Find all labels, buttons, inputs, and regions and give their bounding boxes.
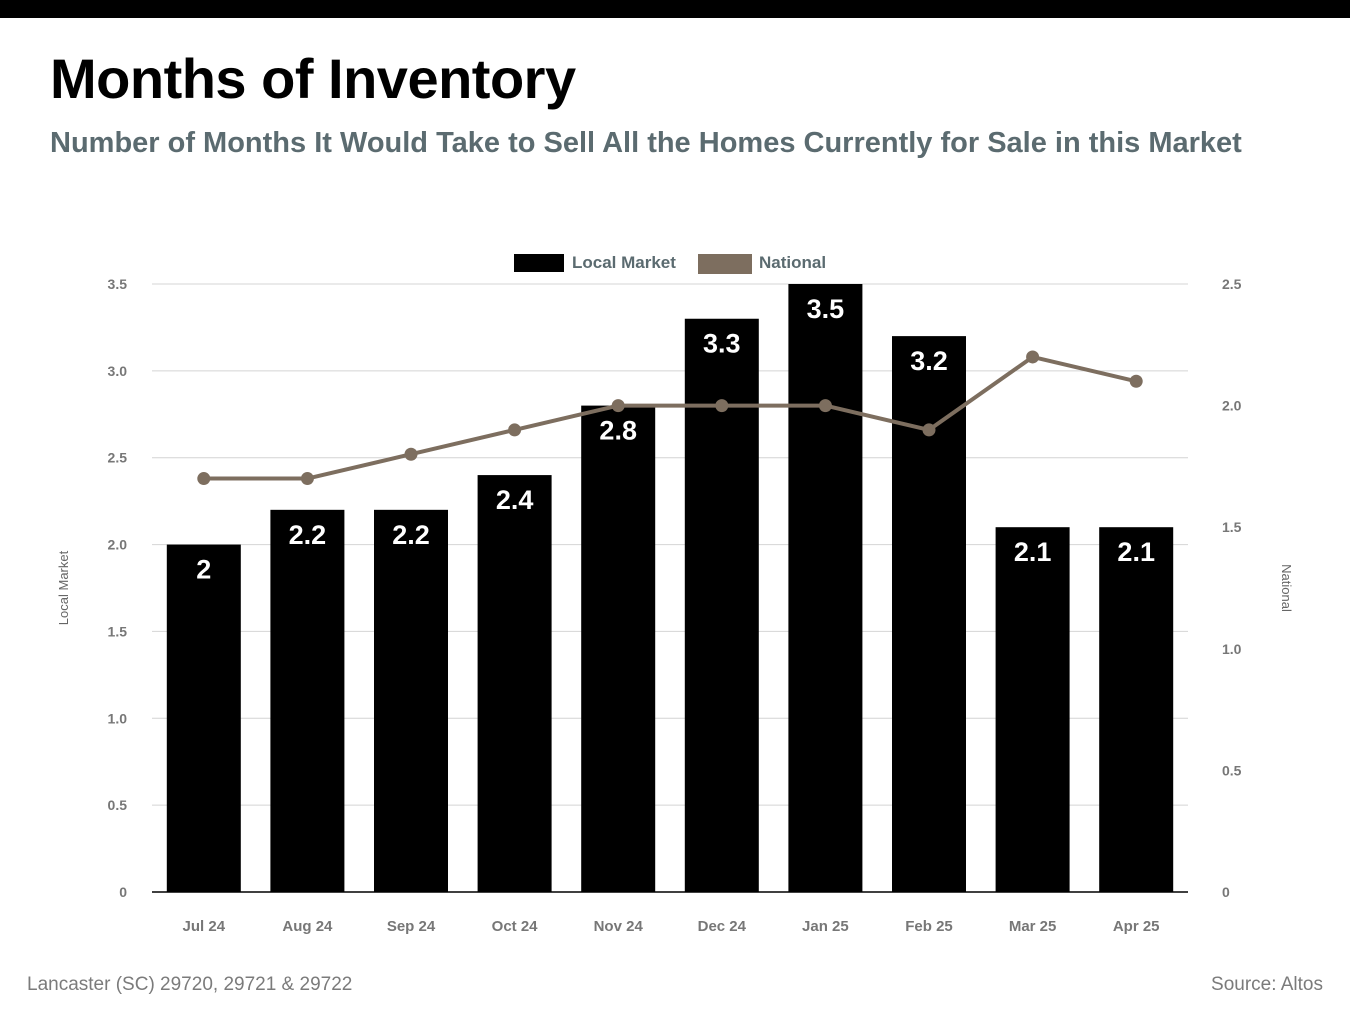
point-national	[922, 423, 936, 437]
left-axis-tick-label: 1.0	[108, 710, 128, 726]
bar-data-label: 3.5	[807, 294, 845, 324]
x-axis-tick-label: Jan 25	[802, 918, 849, 935]
bar-data-label: 2.1	[1117, 537, 1155, 567]
x-axis-tick-label: Sep 24	[387, 918, 436, 935]
x-axis-tick-label: Mar 25	[1009, 918, 1057, 935]
page-subtitle: Number of Months It Would Take to Sell A…	[50, 127, 1242, 159]
market-location: Lancaster (SC) 29720, 29721 & 29722	[27, 974, 353, 995]
bar-data-label: 2.2	[392, 520, 430, 550]
x-axis-tick-label: Aug 24	[282, 918, 333, 935]
bar-data-label: 2.2	[289, 520, 327, 550]
left-axis-title: Local Market	[56, 550, 71, 625]
bar-data-label: 2.1	[1014, 537, 1052, 567]
left-axis-tick-label: 2.0	[108, 537, 128, 553]
left-axis-tick-label: 1.5	[108, 623, 128, 639]
chart-container: 0 0.5 1.0 1.5 2.0 2.5 3.0 3.5 0 0.5 1.0 1.5 2.0 2.5 2 2…	[0, 240, 1350, 950]
right-axis-tick-label: 1.5	[1222, 519, 1242, 535]
left-axis-tick-label: 3.0	[108, 363, 128, 379]
x-axis-tick-label: Dec 24	[698, 918, 747, 935]
bar-local-market	[684, 318, 759, 892]
left-axis-tick-label: 0	[119, 884, 127, 900]
line-national	[203, 354, 1137, 481]
bar-local-market	[1099, 527, 1174, 892]
left-axis-tick-label: 3.5	[108, 276, 128, 292]
point-national	[197, 472, 211, 486]
point-national	[1026, 350, 1040, 364]
point-national	[404, 447, 418, 461]
x-axis-tick-label: Nov 24	[594, 918, 644, 935]
bar-data-label: 2.8	[599, 416, 637, 446]
left-axis-tick-label: 2.5	[108, 450, 128, 466]
bar-data-label: 3.2	[910, 346, 948, 376]
point-national	[1129, 374, 1143, 388]
bar-data-label: 3.3	[703, 329, 741, 359]
point-national	[818, 399, 832, 413]
bar-local-market	[995, 527, 1070, 892]
bar-local-market	[374, 509, 448, 892]
x-axis-tick-label: Jul 24	[183, 918, 226, 935]
x-axis-tick-label: Feb 25	[905, 918, 953, 935]
bar-data-label: 2	[196, 555, 211, 585]
bar-local-market	[581, 405, 656, 892]
legend-label-local-market: Local Market	[572, 253, 676, 272]
right-axis-tick-label: 0	[1222, 884, 1230, 900]
right-axis-tick-label: 2.5	[1222, 276, 1242, 292]
point-national	[611, 399, 625, 413]
point-national	[300, 472, 314, 486]
bar-local-market	[788, 284, 863, 892]
right-axis-tick-label: 2.0	[1222, 398, 1242, 414]
bar-local-market	[892, 336, 966, 893]
point-national	[715, 399, 729, 413]
x-axis-tick-label: Apr 25	[1113, 918, 1160, 935]
right-axis-tick-label: 1.0	[1222, 641, 1242, 657]
page-title: Months of Inventory	[50, 47, 576, 110]
bar-local-market	[166, 544, 241, 892]
legend-label-national: National	[759, 253, 826, 272]
bar-local-market	[270, 509, 345, 892]
point-national	[508, 423, 522, 437]
legend-swatch-national	[698, 254, 752, 274]
bar-local-market	[477, 475, 552, 892]
source-credit: Source: Altos	[1211, 974, 1323, 995]
bar-data-label: 2.4	[496, 485, 534, 515]
legend-swatch-local-market	[514, 254, 564, 272]
left-axis-tick-label: 0.5	[108, 797, 128, 813]
x-axis-tick-label: Oct 24	[492, 918, 539, 935]
months-of-inventory-chart: 0 0.5 1.0 1.5 2.0 2.5 3.0 3.5 0 0.5 1.0 1.5 2.0 2.5 2 2…	[56, 253, 1294, 935]
top-bar	[0, 0, 1350, 18]
right-axis-title: National	[1279, 564, 1294, 612]
right-axis-tick-label: 0.5	[1222, 762, 1242, 778]
